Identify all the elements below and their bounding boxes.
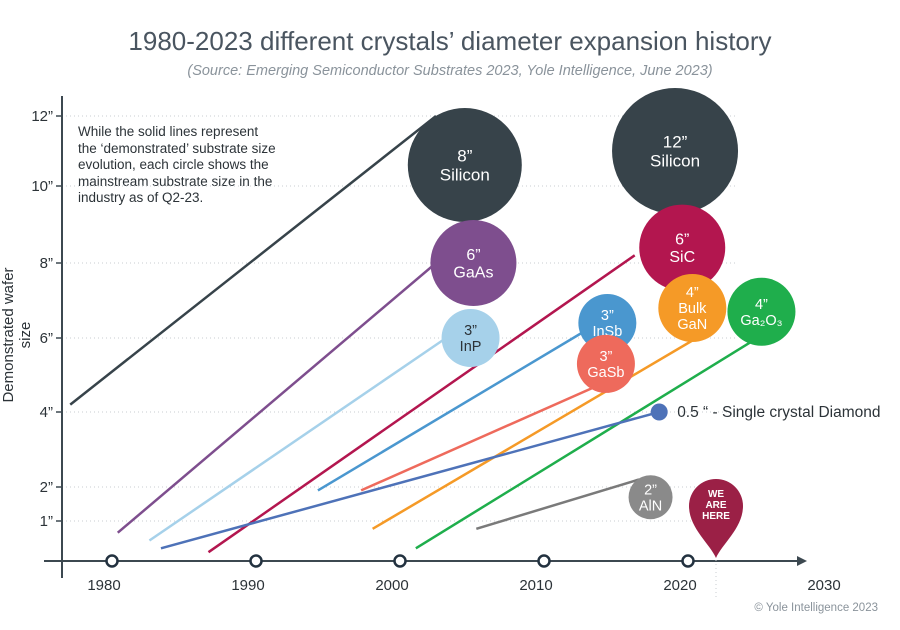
- bubble-aln: [628, 475, 673, 520]
- bubble-label-sic: 6”: [675, 231, 689, 248]
- bubble-label-aln: AlN: [639, 498, 662, 514]
- we-are-here-pin: [689, 479, 743, 558]
- bubble-label-ga2o3: 4”: [755, 297, 768, 313]
- x-tick-label: 1990: [231, 577, 264, 594]
- y-tick-label: 6”: [40, 330, 53, 347]
- series-line-inp: [148, 336, 447, 542]
- chart-note: While the solid lines represent the ‘dem…: [78, 124, 276, 205]
- bubble-label-insb: 3”: [601, 308, 614, 324]
- bubble-label-silicon-8: Silicon: [440, 165, 490, 184]
- axes: 1” 2” 4” 6” 8” 10” 12” 1980 1990 2000 2010 2020 2030: [31, 96, 841, 594]
- copyright: © Yole Intelligence 2023: [754, 602, 878, 614]
- series-line-sic: [207, 254, 636, 554]
- series-lines: [69, 115, 753, 554]
- series-line-gaas: [116, 262, 437, 534]
- chart-subtitle: (Source: Emerging Semiconductor Substrat…: [187, 63, 713, 79]
- x-tick-label: 1980: [87, 577, 120, 594]
- series-line-silicon: [69, 115, 437, 406]
- x-tick-label: 2000: [375, 577, 408, 594]
- x-axis-marker: [681, 554, 695, 568]
- bubble-label-silicon-8: 8”: [457, 147, 472, 166]
- bubble-silicon-8: [407, 108, 522, 222]
- y-tick-label: 4”: [40, 404, 53, 421]
- y-tick-label: 2”: [40, 479, 53, 496]
- y-tick-label: 12”: [31, 108, 53, 125]
- we-are-here-text: ARE: [705, 500, 726, 511]
- bubble-label-gasb: GaSb: [587, 365, 624, 381]
- series-line-insb: [317, 329, 587, 492]
- diamond-marker: [650, 403, 668, 421]
- bubble-gasb: [576, 334, 635, 393]
- bubble-label-inp: InP: [460, 339, 482, 355]
- x-axis-marker: [105, 554, 119, 568]
- bubble-label-bulk-gan: GaN: [677, 317, 707, 333]
- series-line-diamond: [160, 410, 660, 550]
- bubble-gaas: [430, 220, 517, 306]
- x-axis-marker: [537, 554, 551, 568]
- bubble-label-sic: SiC: [669, 249, 695, 266]
- x-tick-label: 2030: [807, 577, 840, 594]
- x-axis-marker: [249, 554, 263, 568]
- y-tick-label: 8”: [40, 255, 53, 272]
- bubble-label-ga2o3: Ga₂O₃: [740, 313, 782, 329]
- bubble-label-gasb: 3”: [599, 349, 612, 365]
- bubble-label-bulk-gan: 4”: [686, 285, 699, 301]
- bubble-label-gaas: GaAs: [453, 264, 493, 281]
- series-line-ga2o3: [415, 340, 753, 550]
- y-tick-label: 10”: [31, 178, 53, 195]
- bubble-ga2o3: [727, 277, 796, 346]
- x-tick-label: 2010: [519, 577, 552, 594]
- bubble-label-silicon-12: 12”: [663, 133, 688, 152]
- bubble-label-bulk-gan: Bulk: [678, 301, 707, 317]
- bubble-label-aln: 2”: [644, 482, 657, 498]
- bubble-inp: [441, 309, 500, 367]
- bubble-insb: [578, 294, 637, 352]
- bubble-bulk-gan: [658, 274, 727, 342]
- bubble-label-inp: 3”: [464, 323, 477, 339]
- series-line-gasb: [360, 373, 623, 492]
- x-axis-marker: [393, 554, 407, 568]
- bubbles: 8”Silicon12”Silicon6”GaAs6”SiC3”InP3”InS…: [407, 88, 796, 520]
- chart-title: 1980-2023 different crystals’ diameter e…: [128, 26, 772, 56]
- bubble-label-gaas: 6”: [466, 247, 480, 264]
- y-tick-label: 1”: [40, 513, 53, 530]
- series-line-aln: [475, 478, 640, 530]
- x-tick-label: 2020: [663, 577, 696, 594]
- we-are-here-text: WE: [708, 489, 724, 500]
- series-line-bulk-gan: [372, 336, 698, 530]
- bubble-label-silicon-12: Silicon: [650, 151, 700, 170]
- bubble-sic: [639, 204, 726, 291]
- diamond-label: 0.5 “ - Single crystal Diamond: [677, 404, 880, 421]
- bubble-silicon-12: [612, 88, 739, 214]
- we-are-here-text: HERE: [702, 511, 730, 522]
